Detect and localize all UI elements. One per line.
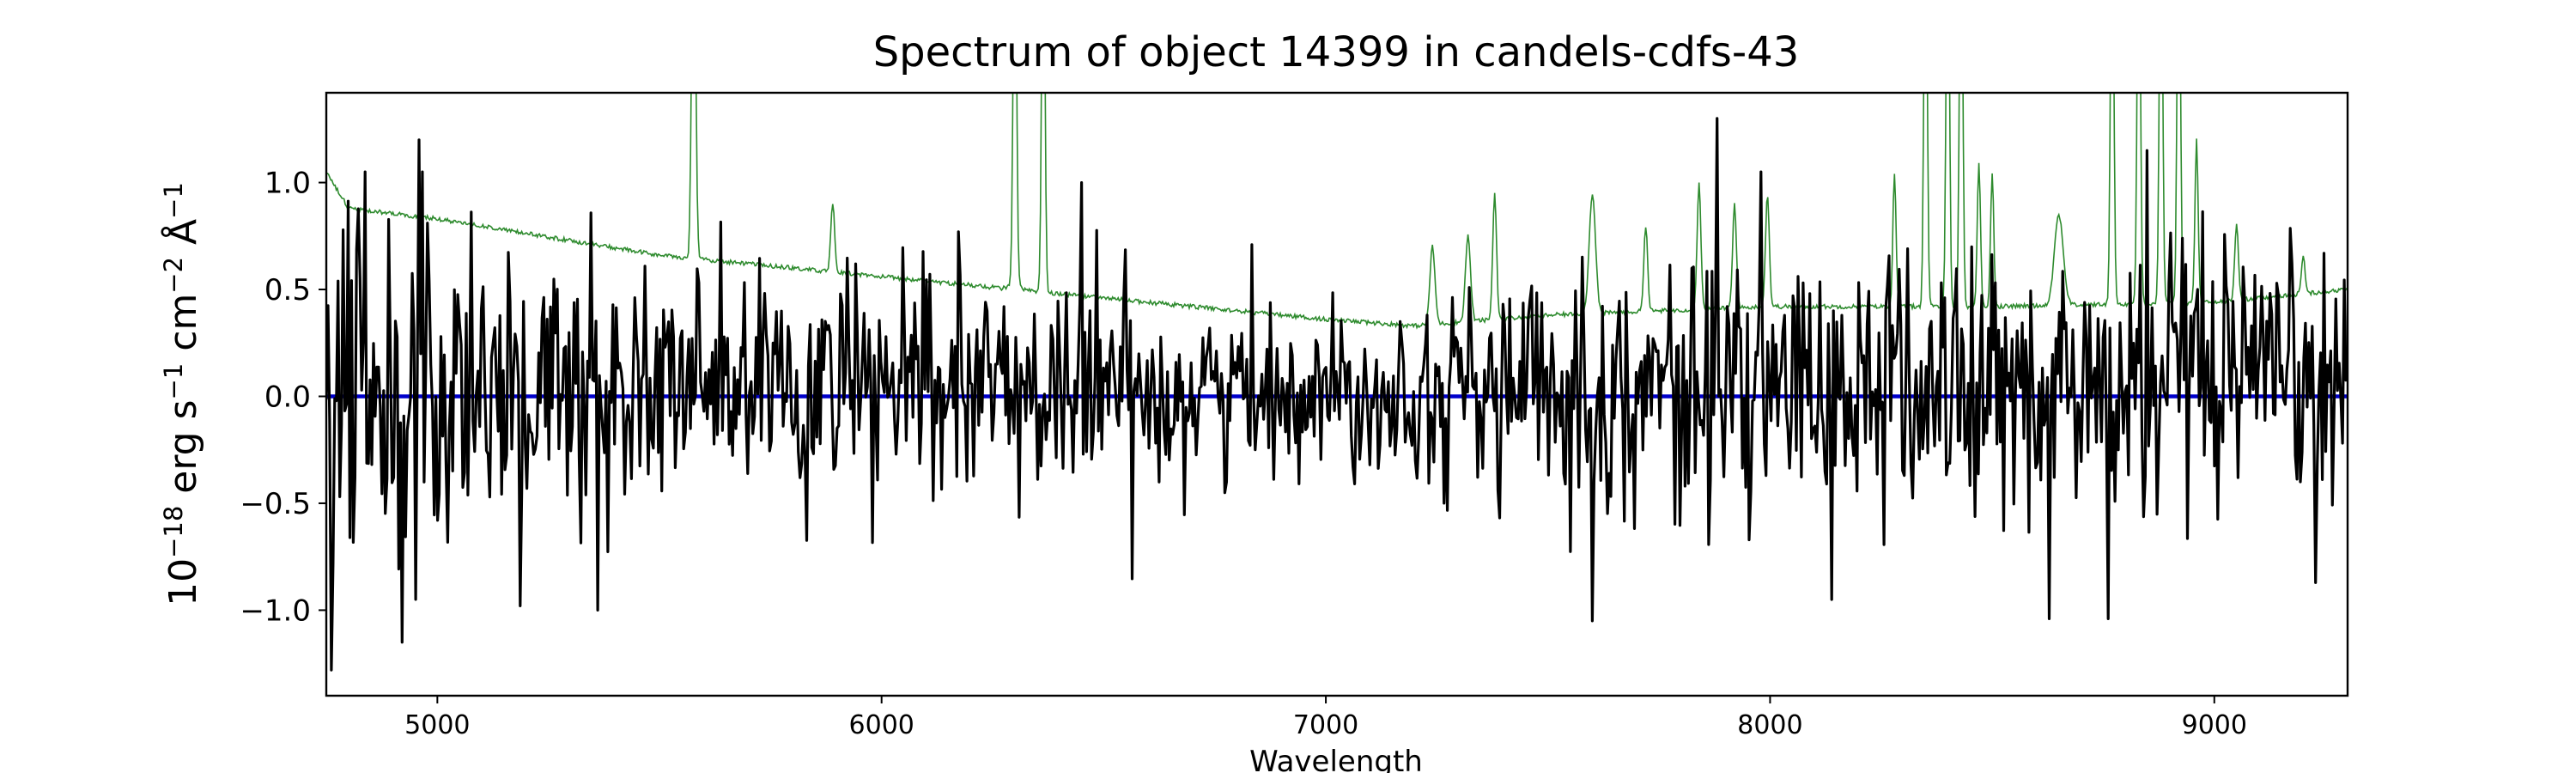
chart-title: Spectrum of object 14399 in candels-cdfs… xyxy=(873,28,1800,76)
x-tick-label: 6000 xyxy=(849,710,914,740)
y-tick-label: −0.5 xyxy=(240,487,311,521)
y-label-prefix: 10 xyxy=(161,558,205,606)
y-label-exp1: −18 xyxy=(159,506,188,558)
y-label-exp2: −1 xyxy=(159,363,188,400)
x-axis: 5000 6000 7000 8000 9000 xyxy=(404,696,2247,740)
plot-frame xyxy=(325,91,2349,697)
y-label-exp3: −2 xyxy=(159,257,188,294)
error-spectrum-line xyxy=(326,93,2348,330)
y-label-exp4: −1 xyxy=(159,182,188,219)
flux-spectrum-line xyxy=(326,117,2348,672)
y-tick-label: 0.0 xyxy=(264,380,311,414)
y-tick-label: 1.0 xyxy=(264,167,311,201)
y-axis-label: 10−18 erg s−1 cm−2 Å−1 xyxy=(159,182,205,606)
y-axis: −1.0 −0.5 0.0 0.5 1.0 xyxy=(240,167,326,628)
y-tick-label: 0.5 xyxy=(264,273,311,307)
y-label-mid2: cm xyxy=(161,294,205,363)
y-label-mid1: erg s xyxy=(161,399,205,505)
x-tick-label: 5000 xyxy=(404,710,470,740)
x-tick-label: 7000 xyxy=(1293,710,1358,740)
y-label-mid3: Å xyxy=(160,219,205,257)
y-tick-label: −1.0 xyxy=(240,593,311,628)
x-tick-label: 8000 xyxy=(1737,710,1802,740)
x-axis-label: Wavelength xyxy=(1249,745,1423,773)
plot-area xyxy=(325,91,2349,697)
x-tick-label: 9000 xyxy=(2182,710,2247,740)
